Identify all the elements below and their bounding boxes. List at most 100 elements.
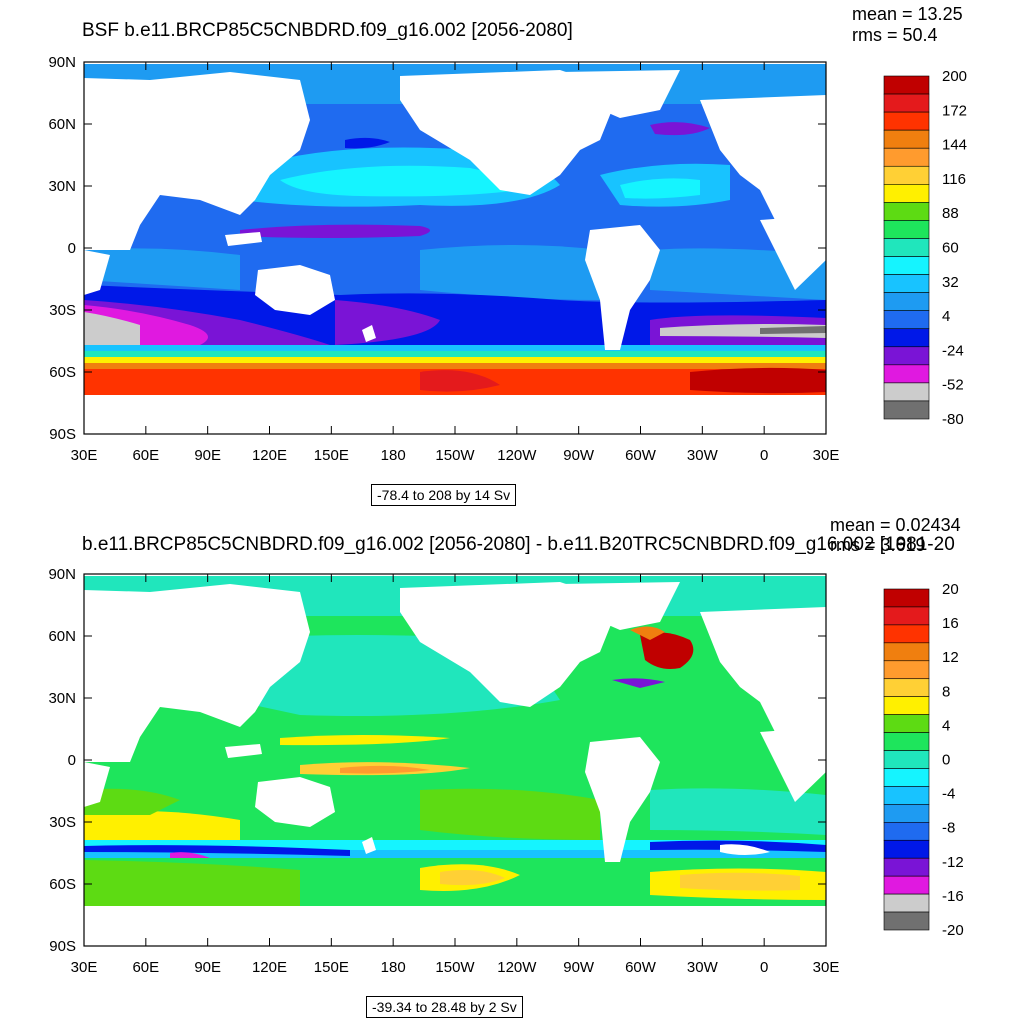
lon-tick-label: 150E (314, 447, 349, 464)
lat-tick-label: 30S (49, 814, 76, 831)
lon-tick-label: 30E (813, 447, 840, 464)
panel2-map (84, 574, 826, 946)
colorbar-label: 144 (942, 137, 967, 154)
colorbar-label: 4 (942, 717, 950, 734)
panel2-range: -39.34 to 28.48 by 2 Sv (366, 996, 523, 1018)
colorbar-box (883, 588, 930, 608)
colorbar-box (883, 93, 930, 113)
panel1-colorbar: 200 172 144 116 88 60 32 4 -24 -52 -80 (883, 68, 967, 428)
lat-tick-label: 90N (48, 54, 76, 71)
panel1-mean: mean = 13.25 (852, 4, 963, 24)
lon-tick-label: 90W (563, 959, 595, 976)
colorbar-box (883, 839, 930, 859)
panel1-lon-ticks: 30E 60E 90E 120E 150E 180 150W 120W 90W 60W 30W 0 30… (71, 62, 840, 464)
lon-tick-label: 120E (252, 447, 287, 464)
colorbar-box (883, 75, 930, 95)
colorbar-box (883, 400, 930, 420)
colorbar-label: 8 (942, 683, 950, 700)
lon-tick-label: 150E (314, 959, 349, 976)
panel1-rms: rms = 50.4 (852, 25, 938, 45)
lon-tick-label: 120W (497, 447, 537, 464)
colorbar-box (883, 184, 930, 203)
colorbar-label: -80 (942, 411, 964, 428)
lat-tick-label: 60N (48, 628, 76, 645)
colorbar-box (883, 642, 930, 662)
colorbar-box (883, 822, 930, 841)
colorbar-box (883, 220, 930, 239)
panel1-range: -78.4 to 208 by 14 Sv (371, 484, 517, 506)
colorbar-box (883, 786, 930, 805)
colorbar-label: 32 (942, 274, 959, 291)
lat-tick-label: 60S (49, 876, 76, 893)
colorbar-box (883, 875, 930, 895)
panel2-title: b.e11.BRCP85C5CNBDRD.f09_g16.002 [2056-2… (82, 534, 955, 555)
colorbar-box (883, 111, 930, 131)
colorbar-label: 16 (942, 615, 959, 632)
lat-tick-label: 90S (49, 938, 76, 955)
colorbar-label: -8 (942, 820, 955, 837)
colorbar-label: -20 (942, 922, 964, 939)
panel2-mean: mean = 0.02434 (830, 515, 961, 535)
lon-tick-label: 60E (132, 959, 159, 976)
colorbar-label: 172 (942, 102, 967, 119)
lat-tick-label: 30N (48, 690, 76, 707)
colorbar-box (883, 606, 930, 626)
colorbar-label: -4 (942, 786, 955, 803)
colorbar-box (883, 310, 930, 330)
colorbar-box (883, 732, 930, 751)
colorbar-box (883, 750, 930, 769)
colorbar-box (883, 660, 930, 680)
lon-tick-label: 150W (435, 447, 475, 464)
colorbar-box (883, 382, 930, 402)
panel2-lon-ticks: 30E 60E 90E 120E 150E 180 150W 120W 90W 60W 30W 0 30… (71, 574, 840, 976)
colorbar-box (883, 911, 930, 931)
lon-tick-label: 180 (381, 447, 406, 464)
lon-tick-label: 90E (194, 959, 221, 976)
colorbar-box (883, 147, 930, 167)
lon-tick-label: 60W (625, 959, 657, 976)
colorbar-box (883, 768, 930, 787)
colorbar-label: 20 (942, 581, 959, 598)
colorbar-box (883, 129, 930, 149)
lat-tick-label: 0 (68, 752, 76, 769)
colorbar-box (883, 714, 930, 733)
colorbar-label: -12 (942, 854, 964, 871)
panel1-title: BSF b.e11.BRCP85C5CNBDRD.f09_g16.002 [20… (82, 20, 573, 41)
colorbar-box (883, 165, 930, 185)
panel1-lat-ticks: 90N 60N 30N 0 30S 60S 90S (48, 54, 826, 443)
lon-tick-label: 120E (252, 959, 287, 976)
colorbar-box (883, 346, 930, 366)
lat-tick-label: 60S (49, 364, 76, 381)
colorbar-label: -52 (942, 377, 964, 394)
colorbar-box (883, 893, 930, 913)
colorbar-label: 116 (942, 171, 966, 188)
colorbar-label: 200 (942, 68, 967, 85)
lon-tick-label: 150W (435, 959, 475, 976)
lon-tick-label: 30W (687, 959, 719, 976)
colorbar-box (883, 696, 930, 715)
colorbar-box (883, 364, 930, 384)
lat-tick-label: 30N (48, 178, 76, 195)
colorbar-box (883, 857, 930, 877)
lat-tick-label: 30S (49, 302, 76, 319)
lon-tick-label: 30E (813, 959, 840, 976)
lat-tick-label: 60N (48, 116, 76, 133)
colorbar-box (883, 202, 930, 221)
colorbar-label: -24 (942, 342, 964, 359)
colorbar-box (883, 292, 930, 311)
panel2-lat-ticks: 90N 60N 30N 0 30S 60S 90S (48, 566, 826, 955)
lon-tick-label: 30E (71, 447, 98, 464)
colorbar-label: 0 (942, 752, 950, 769)
lon-tick-label: 90E (194, 447, 221, 464)
panel1-map (84, 62, 826, 434)
colorbar-box (883, 238, 930, 257)
lon-tick-label: 60E (132, 447, 159, 464)
lat-tick-label: 90N (48, 566, 76, 583)
lon-tick-label: 120W (497, 959, 537, 976)
lon-tick-label: 90W (563, 447, 595, 464)
lon-tick-label: 60W (625, 447, 657, 464)
colorbar-label: 88 (942, 205, 959, 222)
lon-tick-label: 30W (687, 447, 719, 464)
lon-tick-label: 0 (760, 959, 768, 976)
